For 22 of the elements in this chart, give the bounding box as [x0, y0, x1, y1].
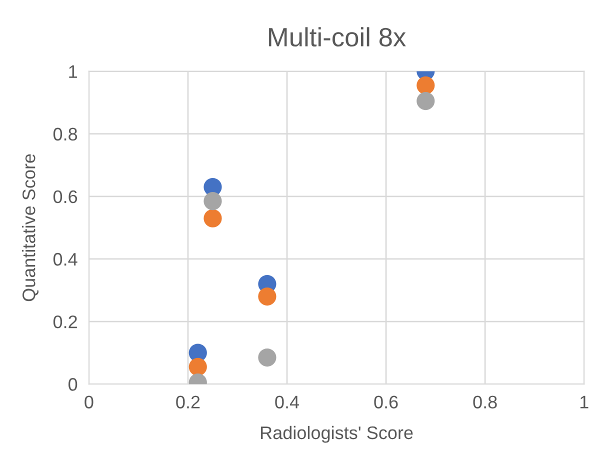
- point: [258, 348, 276, 367]
- point: [204, 209, 222, 228]
- x-axis-title: Radiologists' Score: [261, 426, 413, 443]
- x-tick-label: 0.8: [473, 396, 497, 408]
- x-tick-label: 0.6: [374, 396, 398, 408]
- x-tick-label: 0: [84, 396, 94, 408]
- y-tick-label: 0: [68, 378, 78, 391]
- chart-title: Multi-coil 8x: [269, 27, 406, 47]
- x-tick-label: 0.2: [176, 396, 200, 408]
- y-tick-label: 1: [69, 65, 77, 78]
- y-tick-label: 0.2: [53, 315, 77, 328]
- x-tick-label: 0.4: [275, 396, 300, 408]
- point: [416, 92, 435, 110]
- y-tick-label: 0.4: [53, 252, 78, 266]
- point: [416, 76, 435, 94]
- point: [258, 287, 276, 306]
- x-tick-label: 1: [580, 396, 588, 408]
- point: [204, 192, 222, 210]
- point: [188, 358, 207, 376]
- y-tick-label: 0.6: [53, 190, 78, 204]
- y-tick-label: 0.8: [53, 128, 78, 141]
- y-axis-title: Quantitative Score: [22, 154, 39, 302]
